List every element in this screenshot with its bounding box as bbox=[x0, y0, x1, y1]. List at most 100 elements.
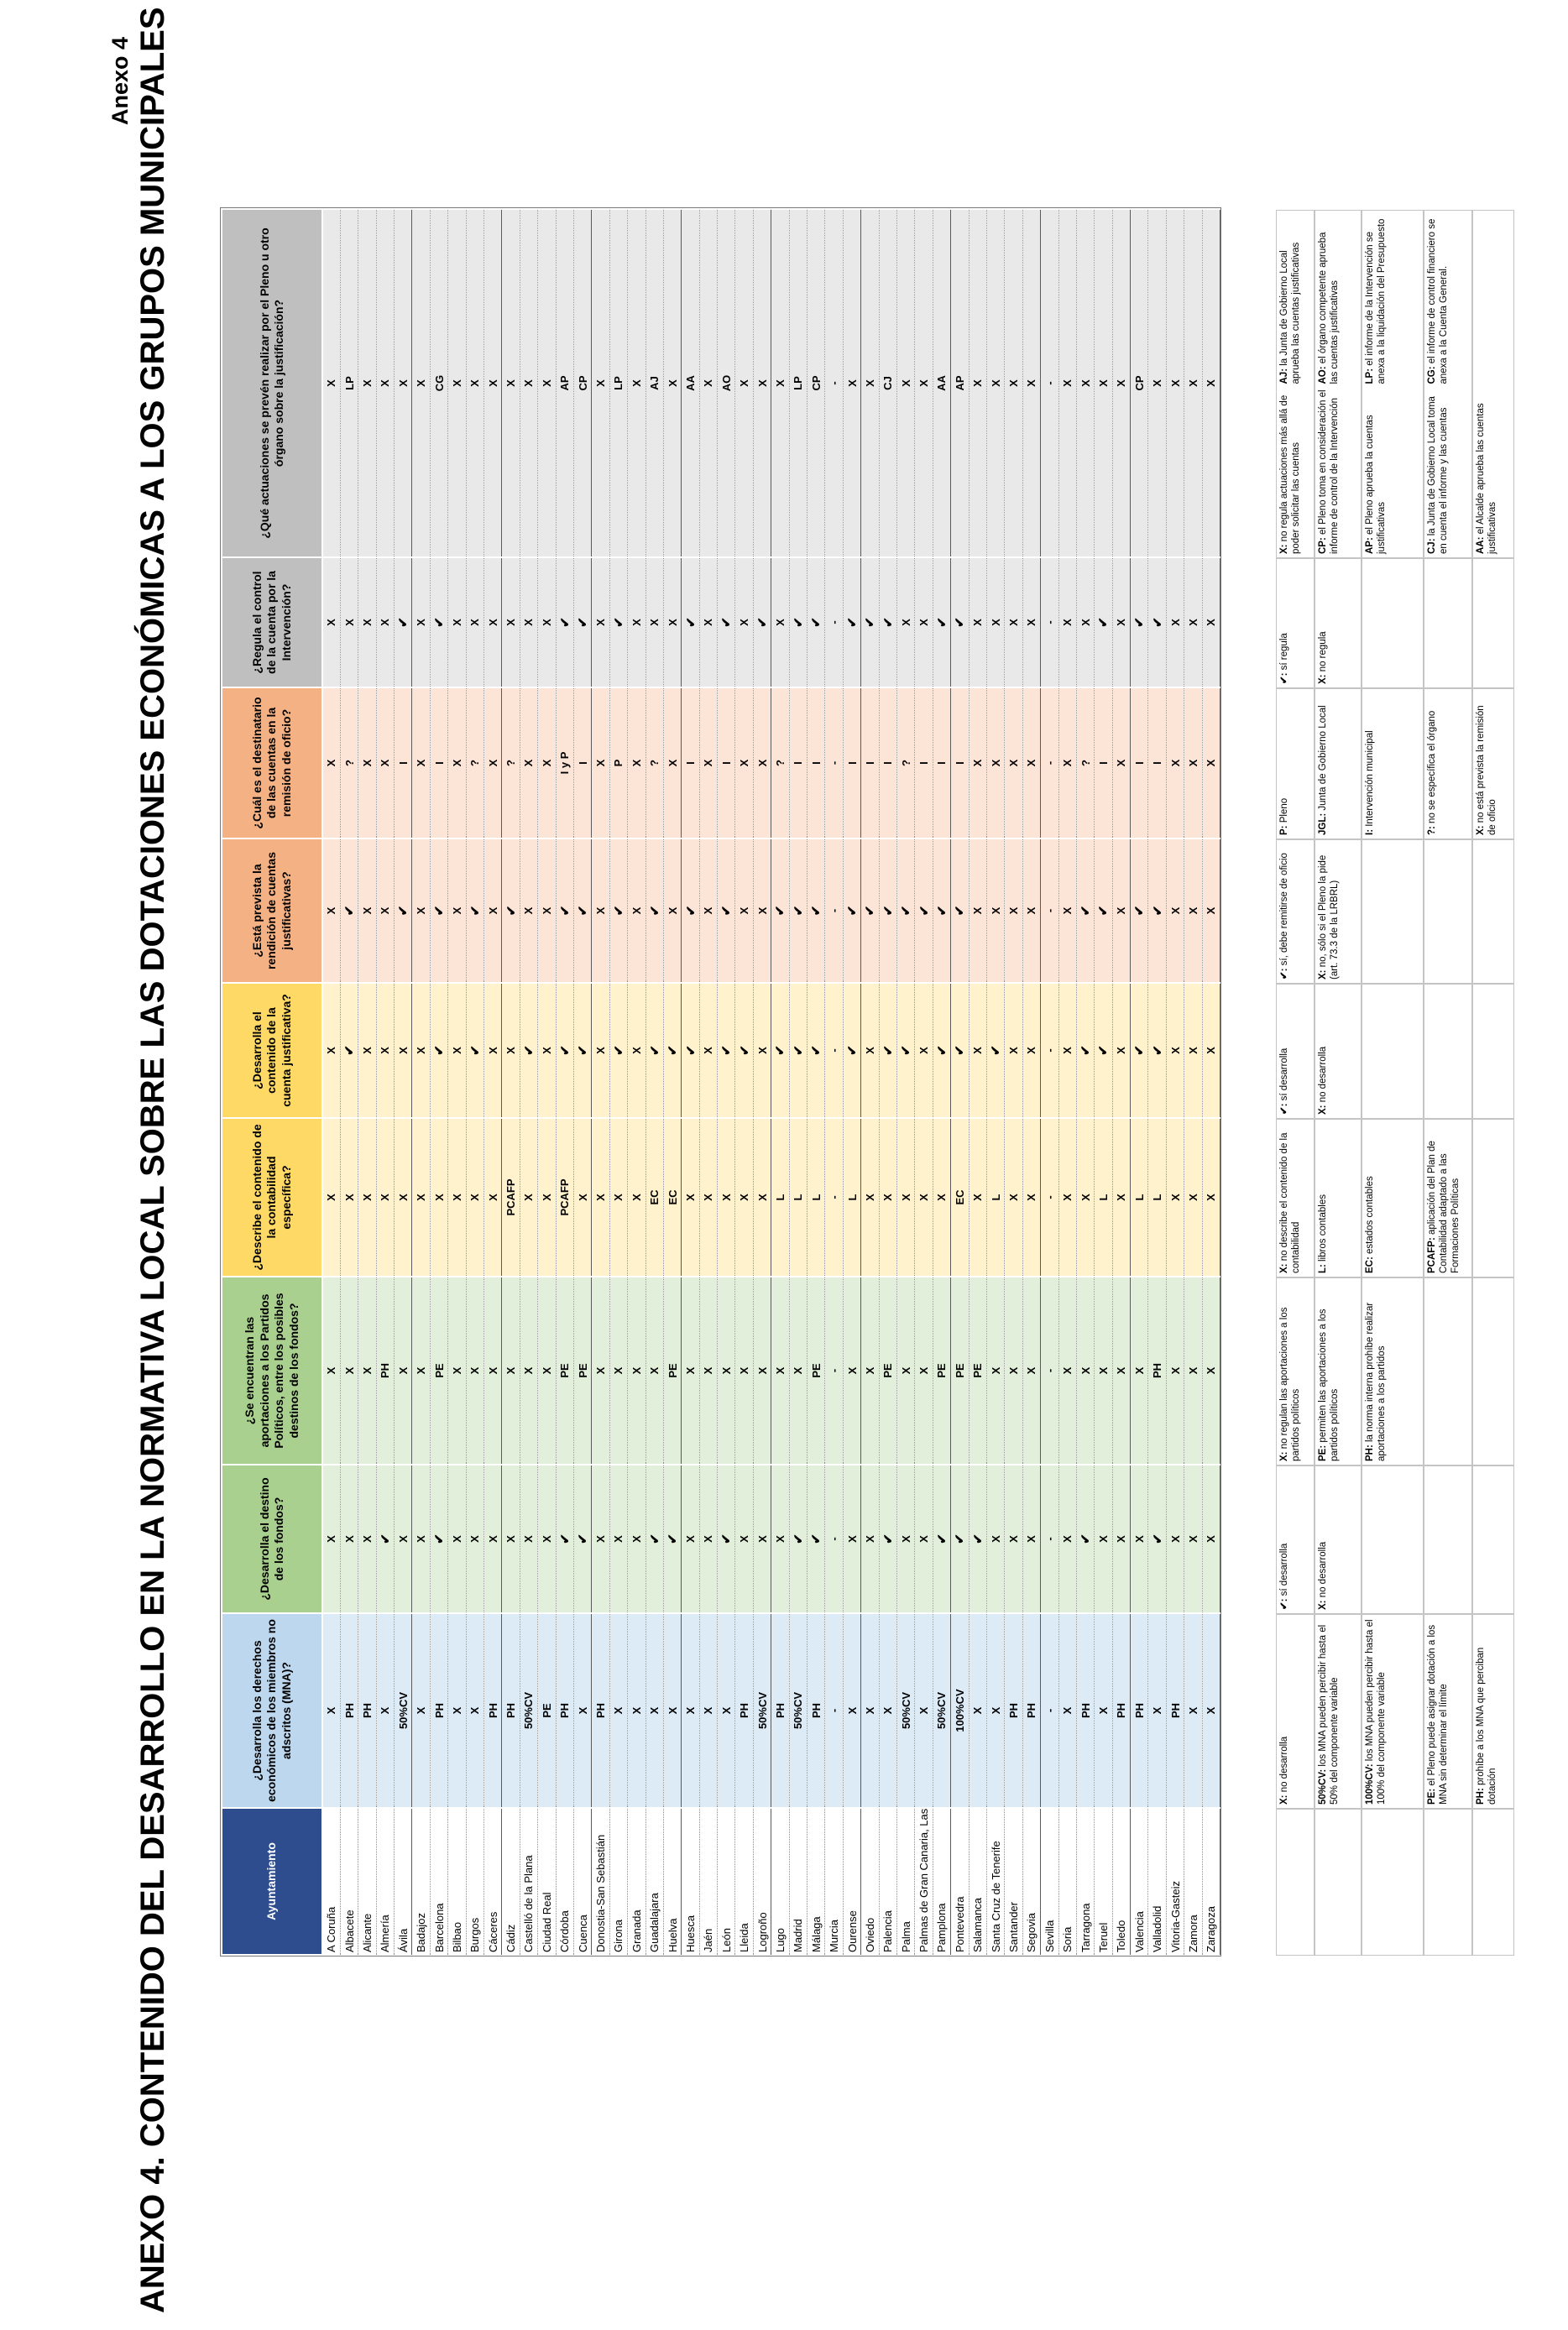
cell-cuenta: X bbox=[447, 983, 467, 1118]
cell-aportaciones: X bbox=[734, 1277, 754, 1465]
cell-mna: X bbox=[322, 1613, 341, 1808]
cell-aportaciones: X bbox=[1094, 1277, 1113, 1465]
cell-mna: X bbox=[447, 1613, 467, 1808]
cell-destino: ✔ bbox=[879, 1465, 897, 1613]
cell-aportaciones: - bbox=[1040, 1277, 1059, 1465]
cell-regula: X bbox=[466, 557, 484, 687]
footnote-aportaciones bbox=[1472, 1277, 1514, 1465]
cell-actuaciones: LP bbox=[609, 209, 628, 557]
cell-mna: PH bbox=[1022, 1613, 1041, 1808]
cell-prevista: ✔ bbox=[609, 838, 628, 983]
cell-destinatario: X bbox=[1112, 687, 1131, 838]
cell-aportaciones: X bbox=[411, 1277, 431, 1465]
cell-cuenta: X bbox=[411, 983, 431, 1118]
cell-regula: - bbox=[824, 557, 844, 687]
cell-prevista: X bbox=[1058, 838, 1077, 983]
cell-destino: X bbox=[358, 1465, 377, 1613]
table-row: Logroño 50%CV X X X X X X ✔ X bbox=[753, 209, 771, 1955]
cell-actuaciones: X bbox=[699, 209, 718, 557]
table-row: Córdoba PH ✔ PE PCAFP ✔ ✔ I y P ✔ AP bbox=[556, 209, 574, 1955]
footnote-contabilidad: PCAFP: aplicación del Plan de Contabilid… bbox=[1424, 1119, 1472, 1277]
cell-prevista: ✔ bbox=[1094, 838, 1113, 983]
table-row: Sevilla - - - - - - - - - bbox=[1040, 209, 1059, 1955]
municipality-name: Toledo bbox=[1112, 1808, 1131, 1955]
cell-cuenta: X bbox=[358, 983, 377, 1118]
cell-actuaciones: X bbox=[627, 209, 646, 557]
cell-actuaciones: X bbox=[734, 209, 754, 557]
cell-prevista: ✔ bbox=[340, 838, 358, 983]
cell-destino: ✔ bbox=[969, 1465, 987, 1613]
cell-regula: ✔ bbox=[430, 557, 448, 687]
cell-actuaciones: X bbox=[1112, 209, 1131, 557]
cell-destino: ✔ bbox=[663, 1465, 682, 1613]
cell-destinatario: X bbox=[376, 687, 395, 838]
footnote-aportaciones: PE: permiten las aportaciones a los part… bbox=[1315, 1277, 1362, 1465]
cell-mna: PE bbox=[537, 1613, 557, 1808]
cell-regula: X bbox=[1022, 557, 1041, 687]
cell-regula: ✔ bbox=[1147, 557, 1167, 687]
municipality-name: Ourense bbox=[843, 1808, 861, 1955]
footnote-prevista: X: no, sólo si el Pleno la pide (art. 73… bbox=[1315, 839, 1362, 984]
cell-regula: ✔ bbox=[879, 557, 897, 687]
table-row: Teruel X X X L ✔ ✔ I ✔ X bbox=[1094, 209, 1113, 1955]
cell-aportaciones: PE bbox=[807, 1277, 825, 1465]
footnote-regula: X: no regula bbox=[1315, 558, 1362, 688]
cell-destinatario: I bbox=[789, 687, 808, 838]
cell-contabilidad: L bbox=[1147, 1118, 1167, 1277]
cell-actuaciones: X bbox=[520, 209, 538, 557]
cell-actuaciones: X bbox=[896, 209, 915, 557]
cell-destino: - bbox=[824, 1465, 844, 1613]
table-row: Burgos X X X X ✔ ✔? X X bbox=[466, 209, 484, 1955]
cell-destinatario: X bbox=[322, 687, 341, 838]
cell-mna: X bbox=[1058, 1613, 1077, 1808]
footnote-aportaciones bbox=[1424, 1277, 1472, 1465]
cell-cuenta: - bbox=[1040, 983, 1059, 1118]
cell-destino: X bbox=[340, 1465, 358, 1613]
cell-contabilidad: X bbox=[699, 1118, 718, 1277]
cell-cuenta: X bbox=[1058, 983, 1077, 1118]
municipality-name: Cuenca bbox=[573, 1808, 592, 1955]
cell-cuenta: ✔ bbox=[430, 983, 448, 1118]
cell-contabilidad: X bbox=[896, 1118, 915, 1277]
cell-cuenta: X bbox=[699, 983, 718, 1118]
cell-destinatario: X bbox=[1166, 687, 1184, 838]
cell-actuaciones: CP bbox=[1130, 209, 1148, 557]
cell-prevista: ✔ bbox=[950, 838, 970, 983]
cell-cuenta: X bbox=[591, 983, 610, 1118]
cell-destino: ✔ bbox=[556, 1465, 574, 1613]
footnote-aportaciones: PH: la norma interna prohíbe realizar ap… bbox=[1362, 1277, 1424, 1465]
cell-actuaciones: X bbox=[1166, 209, 1184, 557]
cell-regula: X bbox=[914, 557, 933, 687]
municipality-name: Badajoz bbox=[411, 1808, 431, 1955]
footnote-entry: CP: el Pleno toma en consideración el in… bbox=[1318, 389, 1340, 554]
cell-prevista: ✔ bbox=[1130, 838, 1148, 983]
cell-cuenta: X bbox=[914, 983, 933, 1118]
cell-cuenta: X bbox=[501, 983, 520, 1118]
cell-regula: X bbox=[1058, 557, 1077, 687]
cell-regula: ✔ bbox=[609, 557, 628, 687]
cell-cuenta: ✔ bbox=[340, 983, 358, 1118]
cell-aportaciones: X bbox=[520, 1277, 538, 1465]
cell-mna: PH bbox=[734, 1613, 754, 1808]
cell-destinatario: X bbox=[591, 687, 610, 838]
cell-destino: X bbox=[681, 1465, 700, 1613]
cell-actuaciones: AP bbox=[556, 209, 574, 557]
cell-regula: X bbox=[1202, 557, 1220, 687]
cell-destinatario: I bbox=[843, 687, 861, 838]
cell-aportaciones: PE bbox=[879, 1277, 897, 1465]
cell-aportaciones: X bbox=[1112, 1277, 1131, 1465]
municipality-name: Murcia bbox=[824, 1808, 844, 1955]
cell-contabilidad: X bbox=[914, 1118, 933, 1277]
cell-contabilidad: X bbox=[447, 1118, 467, 1277]
footnote-actuaciones: AP: el Pleno aprueba la cuentas justific… bbox=[1362, 210, 1424, 558]
municipality-name: Soria bbox=[1058, 1808, 1077, 1955]
cell-actuaciones: X bbox=[483, 209, 502, 557]
footnote-ayuntamiento bbox=[1472, 1809, 1514, 1956]
cell-mna: X bbox=[1202, 1613, 1220, 1808]
cell-destino: X bbox=[483, 1465, 502, 1613]
cell-destino: X bbox=[753, 1465, 771, 1613]
cell-aportaciones: X bbox=[753, 1277, 771, 1465]
cell-mna: PH bbox=[1004, 1613, 1023, 1808]
cell-aportaciones: PH bbox=[376, 1277, 395, 1465]
cell-destino: ✔ bbox=[717, 1465, 735, 1613]
